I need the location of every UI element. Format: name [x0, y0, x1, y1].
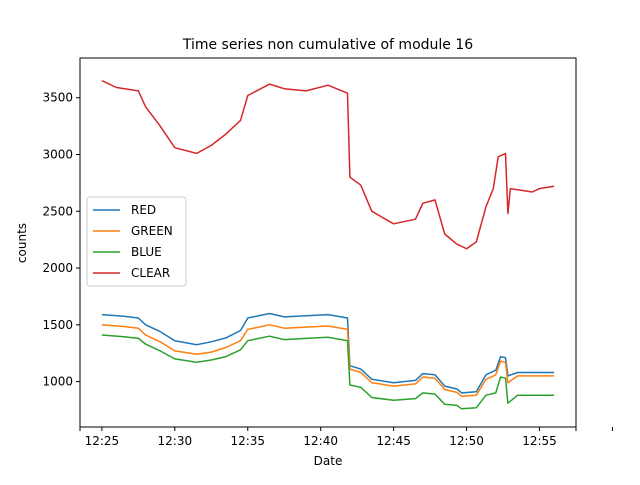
- series-line-blue: [101, 334, 555, 410]
- legend-box: [86, 196, 187, 287]
- plot-area-frame: [79, 57, 577, 428]
- y-tick-label: 3500: [42, 91, 73, 105]
- series-line-red: [101, 312, 555, 394]
- y-axis-label: counts: [15, 223, 29, 263]
- x-axis-label: Date: [314, 454, 343, 468]
- y-tick-label: 1500: [42, 318, 73, 332]
- legend-label-green: GREEN: [131, 224, 173, 238]
- y-tick-label: 2500: [42, 204, 73, 218]
- legend: RED GREEN BLUE CLEAR: [86, 196, 187, 287]
- x-axis: 12:25 12:30 12:35 12:40 12:45 12:50 12:55: [79, 427, 613, 448]
- x-tick-label: 12:25: [85, 434, 120, 448]
- x-tick-label: 12:40: [303, 434, 338, 448]
- legend-label-red: RED: [131, 203, 156, 217]
- series-line-clear: [101, 80, 555, 250]
- legend-label-blue: BLUE: [131, 245, 162, 259]
- series-layer: [101, 80, 555, 410]
- y-tick-label: 3000: [42, 148, 73, 162]
- y-tick-label: 2000: [42, 261, 73, 275]
- x-tick-label: 12:35: [230, 434, 265, 448]
- chart-title: Time series non cumulative of module 16: [182, 37, 473, 53]
- legend-label-clear: CLEAR: [131, 266, 170, 280]
- series-line-green: [101, 324, 555, 398]
- x-tick-label: 12:45: [376, 434, 411, 448]
- x-tick-label: 12:30: [158, 434, 193, 448]
- x-tick-label: 12:55: [522, 434, 557, 448]
- x-tick-label: 12:50: [449, 434, 484, 448]
- y-tick-label: 1000: [42, 375, 73, 389]
- y-axis: 1000 1500 2000 2500 3000 3500: [42, 91, 80, 389]
